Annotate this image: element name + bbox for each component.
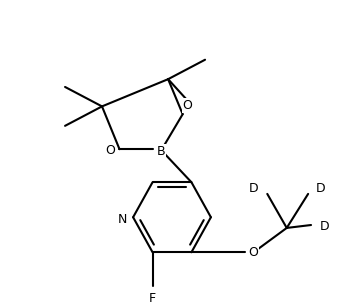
Text: O: O bbox=[249, 246, 259, 259]
Text: O: O bbox=[105, 144, 115, 157]
Text: O: O bbox=[183, 99, 193, 112]
Text: D: D bbox=[316, 181, 325, 195]
Text: B: B bbox=[157, 145, 165, 157]
Text: N: N bbox=[118, 213, 127, 226]
Text: D: D bbox=[249, 181, 258, 195]
Text: F: F bbox=[149, 292, 156, 305]
Text: D: D bbox=[320, 220, 330, 233]
